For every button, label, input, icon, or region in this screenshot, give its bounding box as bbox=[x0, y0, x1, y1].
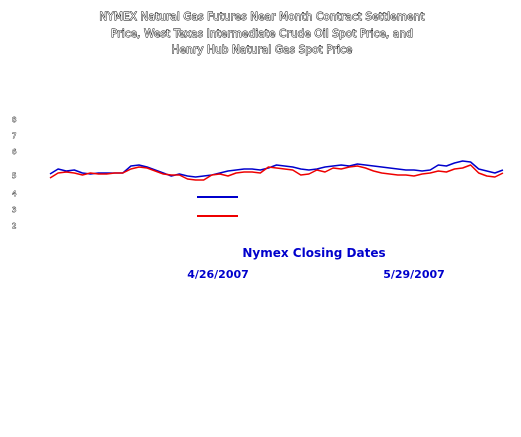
x-tick-label-start: 4/26/2007 bbox=[187, 268, 249, 281]
y-tick-label: 4 bbox=[12, 190, 17, 198]
y-tick-label: 7 bbox=[12, 132, 16, 140]
title-line-2: Price, West Texas Intermediate Crude Oil… bbox=[111, 28, 413, 40]
x-axis-label: Nymex Closing Dates bbox=[242, 246, 385, 260]
y-axis-tick-labels: 8 7 6 5 4 3 2 bbox=[12, 116, 18, 231]
x-tick-label-end: 5/29/2007 bbox=[383, 268, 445, 281]
series-line-2 bbox=[49, 164, 504, 181]
series-line-1 bbox=[49, 160, 504, 178]
legend bbox=[197, 196, 238, 217]
title-line-1: NYMEX Natural Gas Futures Near Month Con… bbox=[99, 11, 424, 23]
title-line-3: Henry Hub Natural Gas Spot Price bbox=[172, 44, 353, 56]
y-tick-label: 8 bbox=[12, 116, 16, 124]
y-tick-label: 5 bbox=[12, 172, 16, 180]
y-tick-label: 2 bbox=[12, 222, 16, 230]
y-tick-label: 3 bbox=[12, 206, 16, 214]
y-tick-label: 6 bbox=[12, 148, 17, 156]
series-layer bbox=[49, 160, 504, 181]
chart-title: NYMEX Natural Gas Futures Near Month Con… bbox=[99, 11, 425, 57]
